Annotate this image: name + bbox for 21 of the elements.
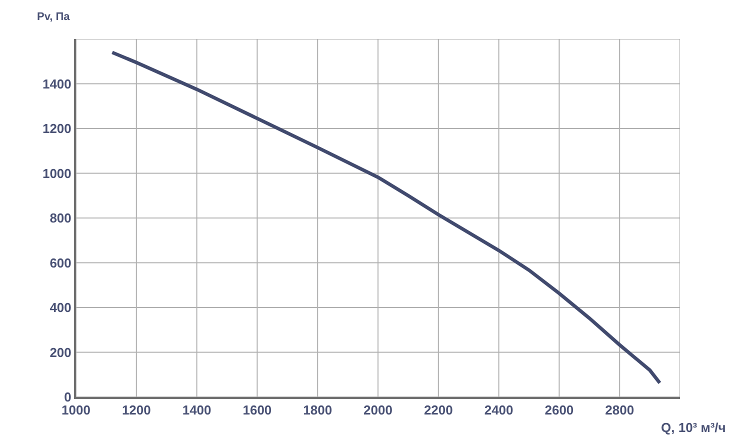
y-tick-label: 1200 <box>42 121 72 136</box>
y-tick-label: 400 <box>50 300 72 316</box>
x-tick-label: 2200 <box>424 402 453 418</box>
x-tick-label: 2000 <box>364 402 392 418</box>
x-tick-label: 1800 <box>303 402 332 418</box>
x-tick-label: 1400 <box>182 402 212 418</box>
x-tick-label: 1200 <box>122 402 151 418</box>
x-tick-label: 1600 <box>242 402 272 418</box>
x-tick-label: 1000 <box>62 402 90 418</box>
x-tick-label: 2400 <box>484 402 514 418</box>
x-axis-title: Q, 10³ м³/ч <box>661 420 726 435</box>
x-tick-label: 2800 <box>605 402 634 418</box>
y-tick-label: 200 <box>50 344 72 360</box>
line-series <box>110 50 662 385</box>
y-tick-label: 1000 <box>42 166 72 181</box>
x-tick-label: 2600 <box>544 402 574 418</box>
y-axis-title: Pv, Па <box>37 11 71 23</box>
y-tick-label: 1400 <box>42 76 72 92</box>
y-tick-label: 0 <box>64 390 72 405</box>
y-tick-label: 600 <box>50 255 72 270</box>
y-tick-label: 800 <box>50 210 72 226</box>
